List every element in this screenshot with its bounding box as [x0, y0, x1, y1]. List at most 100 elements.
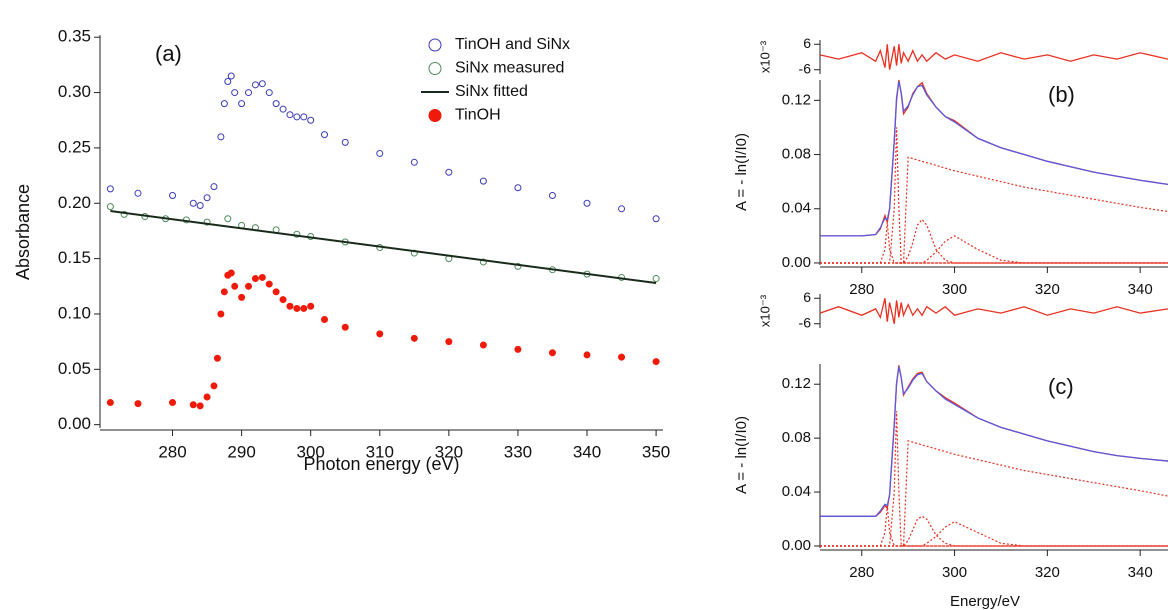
data-point — [227, 72, 235, 80]
data-point — [220, 288, 228, 296]
x-axis-label: Photon energy (eV) — [303, 454, 459, 474]
data-point — [210, 183, 218, 191]
y-tick-label: 0.30 — [58, 82, 91, 101]
data-point — [341, 323, 349, 331]
x-tick-label: 340 — [573, 442, 601, 461]
data-point — [583, 199, 591, 207]
y-tick-label: 0.12 — [782, 91, 811, 108]
data-point — [410, 249, 418, 257]
y-tick-label: 0.04 — [782, 483, 811, 500]
x-tick-label: 330 — [504, 442, 532, 461]
data-point — [220, 100, 228, 108]
data-point — [652, 215, 660, 223]
data-point — [293, 304, 301, 312]
x-tick-label: 300 — [942, 281, 967, 298]
data-point — [514, 345, 522, 353]
series-line — [820, 521, 1168, 547]
legend-symbol — [428, 62, 442, 75]
series-line — [110, 210, 657, 284]
data-point — [410, 158, 418, 166]
data-point — [258, 80, 266, 88]
legend-label: TinOH — [455, 107, 501, 124]
panel-label: (c) — [1048, 374, 1074, 399]
data-point — [272, 288, 280, 296]
data-point — [618, 353, 626, 361]
x-tick-label: 280 — [849, 281, 874, 298]
y-axis-label: x10⁻³ — [757, 40, 772, 73]
y-tick-label: 6 — [803, 35, 811, 51]
x-tick-label: 300 — [942, 564, 967, 581]
data-point — [238, 293, 246, 301]
data-point — [548, 192, 556, 200]
panel-label: (a) — [155, 41, 182, 66]
legend-label: SiNx measured — [455, 60, 564, 77]
y-tick-label: 0.12 — [782, 375, 811, 392]
data-point — [265, 89, 273, 97]
data-point — [583, 351, 591, 359]
legend-symbol — [428, 109, 442, 122]
data-point — [134, 400, 142, 408]
data-point — [321, 131, 329, 139]
data-point — [376, 330, 384, 338]
data-point — [189, 199, 197, 207]
data-point — [217, 133, 225, 141]
legend-symbol — [428, 38, 442, 52]
data-point — [196, 402, 204, 410]
legend-label: SiNx fitted — [455, 83, 528, 100]
y-tick-label: 0.00 — [58, 414, 91, 433]
data-point — [245, 89, 253, 97]
x-axis-label: Energy/eV — [950, 593, 1020, 610]
data-point — [652, 275, 660, 283]
data-point — [514, 262, 522, 270]
data-point — [106, 185, 114, 193]
data-point — [203, 194, 211, 202]
x-tick-label: 280 — [158, 442, 186, 461]
x-tick-label: 300 — [297, 442, 325, 461]
y-tick-label: -6 — [799, 314, 812, 330]
data-point — [479, 177, 487, 185]
series-line — [820, 440, 1168, 547]
data-point — [106, 203, 114, 211]
y-tick-label: 0.08 — [782, 429, 811, 446]
data-point — [265, 280, 273, 288]
series-line — [820, 79, 1168, 237]
y-tick-label: 0.04 — [782, 200, 811, 217]
series-line — [820, 127, 1168, 264]
data-point — [106, 399, 114, 407]
data-point — [279, 296, 287, 304]
data-point — [445, 338, 453, 346]
data-point — [231, 89, 239, 97]
y-axis-label: A = - ln(I/I0) — [733, 416, 750, 494]
x-tick-label: 280 — [849, 564, 874, 581]
data-point — [479, 341, 487, 349]
series-line — [820, 365, 1168, 517]
y-tick-label: 0.20 — [58, 193, 91, 212]
data-point — [341, 138, 349, 146]
data-point — [231, 282, 239, 290]
data-point — [238, 100, 246, 108]
data-point — [245, 282, 253, 290]
data-point — [203, 218, 211, 226]
data-point — [169, 399, 177, 407]
data-point — [445, 168, 453, 176]
data-point — [134, 189, 142, 197]
y-axis-label: x10⁻³ — [757, 294, 772, 327]
x-tick-label: 290 — [227, 442, 255, 461]
y-tick-label: 0.00 — [782, 537, 811, 554]
data-point — [652, 358, 660, 366]
x-tick-label: 350 — [642, 442, 670, 461]
data-point — [300, 113, 308, 121]
data-point — [307, 116, 315, 124]
data-point — [251, 81, 259, 89]
x-tick-label: 310 — [366, 442, 394, 461]
data-point — [272, 100, 280, 108]
data-point — [258, 273, 266, 281]
x-tick-label: 340 — [1128, 281, 1153, 298]
y-axis-label: Absorbance — [13, 184, 33, 280]
data-point — [189, 401, 197, 409]
data-point — [210, 382, 218, 390]
y-tick-label: 0.08 — [782, 146, 811, 163]
x-tick-label: 320 — [1035, 564, 1060, 581]
data-point — [548, 349, 556, 357]
data-point — [300, 304, 308, 312]
